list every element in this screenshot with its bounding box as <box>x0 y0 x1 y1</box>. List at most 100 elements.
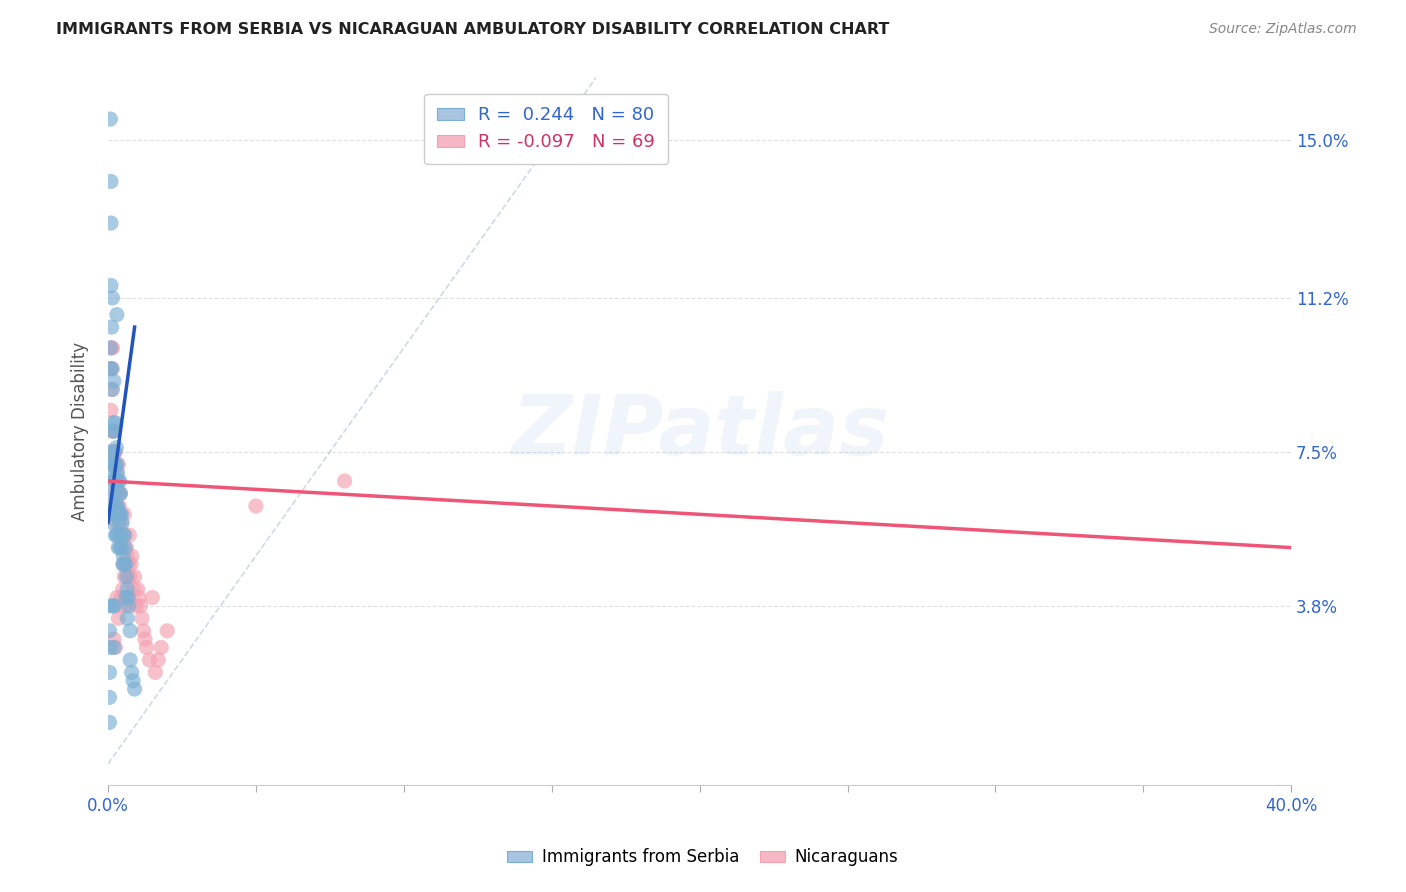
Point <box>98 341 121 355</box>
Point <box>114 558 136 572</box>
Point <box>98 715 121 730</box>
Point <box>103 445 125 459</box>
Point <box>103 486 125 500</box>
Point <box>100 174 122 188</box>
Point <box>103 640 125 655</box>
Point <box>120 558 142 572</box>
Point <box>118 599 141 613</box>
Point <box>135 640 157 655</box>
Point <box>100 278 122 293</box>
Point <box>120 624 142 638</box>
Point <box>105 499 128 513</box>
Point <box>98 112 121 126</box>
Y-axis label: Ambulatory Disability: Ambulatory Disability <box>72 342 89 521</box>
Point <box>103 445 125 459</box>
Point <box>114 599 136 613</box>
Point <box>108 486 131 500</box>
Point <box>101 341 124 355</box>
Point <box>105 308 128 322</box>
Point <box>108 474 131 488</box>
Point <box>107 474 129 488</box>
Point <box>104 445 127 459</box>
Point <box>127 582 149 597</box>
Point <box>98 599 121 613</box>
Point <box>245 499 267 513</box>
Point <box>104 486 127 500</box>
Point <box>125 599 148 613</box>
Point <box>110 591 132 605</box>
Point <box>128 591 150 605</box>
Point <box>100 341 122 355</box>
Point <box>111 528 134 542</box>
Point <box>112 528 135 542</box>
Point <box>107 528 129 542</box>
Point <box>114 558 136 572</box>
Point <box>110 528 132 542</box>
Point <box>104 640 127 655</box>
Point <box>107 474 129 488</box>
Point <box>100 216 122 230</box>
Point <box>103 458 125 472</box>
Point <box>100 403 122 417</box>
Point <box>111 541 134 555</box>
Point <box>141 591 163 605</box>
Point <box>101 474 124 488</box>
Point <box>124 570 146 584</box>
Point <box>103 445 125 459</box>
Point <box>121 549 143 563</box>
Legend: Immigrants from Serbia, Nicaraguans: Immigrants from Serbia, Nicaraguans <box>501 842 905 873</box>
Point <box>107 508 129 522</box>
Point <box>100 383 122 397</box>
Point <box>131 611 153 625</box>
Point <box>117 591 139 605</box>
Point <box>105 474 128 488</box>
Point <box>98 665 121 680</box>
Point <box>107 466 129 480</box>
Point <box>104 528 127 542</box>
Point <box>105 528 128 542</box>
Point <box>148 653 170 667</box>
Point <box>101 383 124 397</box>
Point <box>100 361 122 376</box>
Point <box>111 558 134 572</box>
Point <box>129 599 152 613</box>
Point <box>101 516 124 530</box>
Point <box>333 474 356 488</box>
Point <box>118 528 141 542</box>
Point <box>108 516 131 530</box>
Point <box>107 499 129 513</box>
Point <box>122 582 145 597</box>
Point <box>98 445 121 459</box>
Point <box>115 611 138 625</box>
Point <box>108 541 131 555</box>
Point <box>100 361 122 376</box>
Point <box>105 458 128 472</box>
Point <box>110 486 132 500</box>
Point <box>124 681 146 696</box>
Point <box>108 508 131 522</box>
Point <box>103 424 125 438</box>
Point <box>107 541 129 555</box>
Point <box>110 541 132 555</box>
Point <box>138 653 160 667</box>
Point <box>101 424 124 438</box>
Point <box>103 466 125 480</box>
Point <box>111 528 134 542</box>
Point <box>118 558 141 572</box>
Point <box>108 508 131 522</box>
Point <box>122 673 145 688</box>
Point <box>104 458 127 472</box>
Point <box>134 632 156 647</box>
Point <box>100 458 122 472</box>
Point <box>112 570 135 584</box>
Point <box>105 466 128 480</box>
Point <box>103 374 125 388</box>
Point <box>108 499 131 513</box>
Point <box>112 558 135 572</box>
Point <box>105 458 128 472</box>
Point <box>103 416 125 430</box>
Text: ZIPatlas: ZIPatlas <box>510 391 889 472</box>
Point <box>108 528 131 542</box>
Point <box>98 640 121 655</box>
Point <box>103 632 125 647</box>
